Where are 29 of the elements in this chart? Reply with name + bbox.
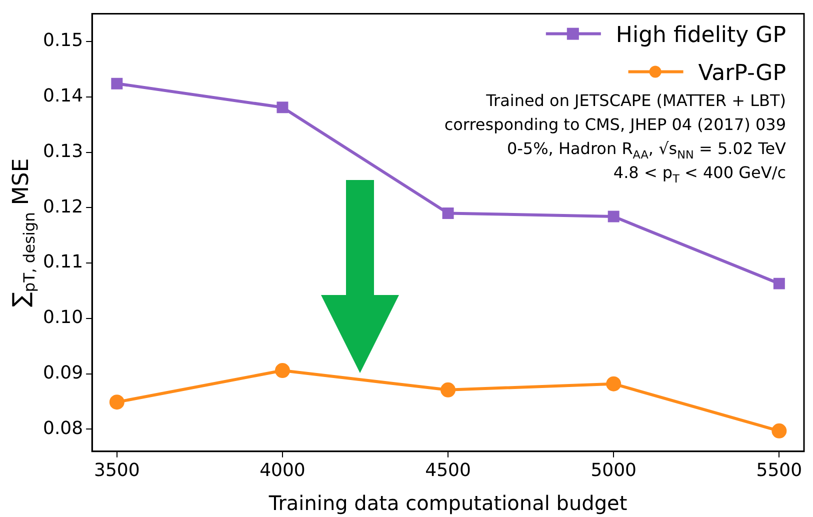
x-tick-label: 3500 [94, 460, 140, 481]
x-axis-title: Training data computational budget [268, 491, 628, 515]
point [608, 210, 620, 222]
y-tick-label: 0.08 [43, 418, 84, 439]
y-tick-label: 0.13 [43, 140, 84, 162]
y-tick-label: 0.14 [43, 86, 84, 107]
x-tick-label: 5000 [590, 460, 637, 481]
point [606, 376, 622, 392]
point [111, 78, 123, 90]
point [773, 278, 785, 290]
y-tick-label: 0.10 [43, 307, 84, 328]
legend-label: High fidelity GP [616, 22, 786, 48]
x-tick-label: 5500 [756, 460, 802, 481]
point [772, 423, 787, 438]
legend-label: VarP-GP [698, 60, 786, 86]
y-tick-label: 0.15 [43, 30, 84, 52]
point [276, 102, 288, 114]
y-tick-label: 0.11 [43, 252, 84, 273]
point [109, 394, 124, 410]
y-tick-label: 0.12 [43, 196, 84, 218]
annotation: corresponding to CMS, JHEP 04 (2017) 039 [444, 114, 786, 134]
y-axis-title: ∑pT, design MSE [9, 158, 39, 307]
point [274, 363, 290, 378]
point [442, 207, 454, 219]
y-tick-label: 0.09 [43, 362, 84, 384]
point [440, 382, 456, 398]
annotation: Trained on JETSCAPE (MATTER + LBT) [485, 90, 786, 110]
x-tick-label: 4500 [425, 460, 471, 481]
x-tick-label: 4000 [260, 460, 306, 481]
